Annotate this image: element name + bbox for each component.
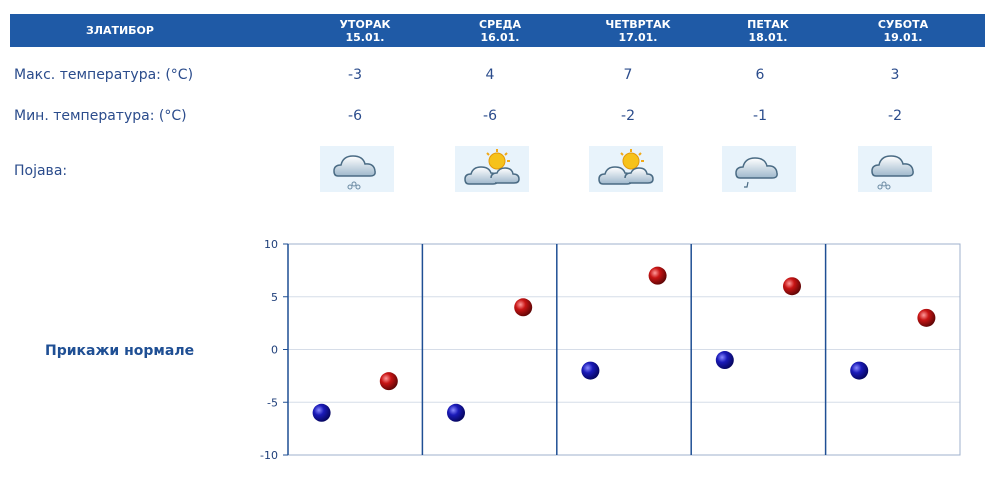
max-temp-value: 4 (485, 67, 495, 83)
day-name: УТОРАК (339, 17, 391, 31)
day-header-1: УТОРАК 15.01. (325, 14, 405, 47)
sun-behind-clouds-icon (455, 146, 529, 192)
min-temp-value: -2 (621, 108, 635, 124)
min-temp-point (715, 351, 734, 370)
max-temp-value: -3 (348, 67, 362, 83)
cloud-rain-icon (722, 146, 796, 192)
chart-grid (287, 243, 961, 456)
y-tick-label: 5 (271, 291, 278, 304)
min-temp-point (312, 403, 331, 422)
day-date: 17.01. (618, 30, 658, 44)
min-temp-point (850, 361, 869, 380)
show-normals-link[interactable]: Прикажи нормале (45, 343, 195, 359)
min-temp-value: -2 (888, 108, 902, 124)
max-temp-point (379, 372, 398, 391)
day-header-4: ПЕТАК 18.01. (728, 14, 808, 47)
day-date: 19.01. (883, 30, 923, 44)
min-temp-label: Мин. температура: (°C) (14, 108, 187, 124)
day-name: СРЕДА (479, 17, 521, 31)
max-temp-value: 7 (623, 67, 633, 83)
min-temp-value: -6 (348, 108, 362, 124)
max-temp-point (917, 308, 936, 327)
chart-points (312, 266, 936, 422)
max-temp-value: 6 (755, 67, 765, 83)
min-temp-value: -1 (753, 108, 767, 124)
cloud-snow-icon (858, 146, 932, 192)
day-header-5: СУБОТА 19.01. (863, 14, 943, 47)
forecast-header: ЗЛАТИБОР УТОРАК 15.01. СРЕДА 16.01. ЧЕТВ… (10, 14, 985, 47)
y-tick-label: -5 (267, 396, 278, 409)
day-date: 18.01. (748, 30, 788, 44)
max-temp-label: Макс. температура: (°C) (14, 67, 194, 83)
y-tick-label: -10 (260, 449, 278, 462)
max-temp-point (648, 266, 667, 285)
min-temp-point (581, 361, 600, 380)
min-temp-point (447, 403, 465, 422)
phenomenon-label: Појава: (14, 163, 68, 179)
day-date: 15.01. (345, 30, 385, 44)
day-header-3: ЧЕТВРТАК 17.01. (593, 14, 683, 47)
y-tick-label: 10 (264, 238, 278, 251)
location-name: ЗЛАТИБОР (86, 24, 154, 37)
day-name: СУБОТА (877, 17, 929, 31)
y-axis-ticks: 10 5 0 -5 -10 (260, 238, 288, 462)
y-tick-label: 0 (271, 344, 278, 357)
cloud-snow-icon (320, 146, 394, 192)
day-header-2: СРЕДА 16.01. (460, 14, 540, 47)
max-temp-point (783, 277, 801, 296)
day-name: ЧЕТВРТАК (605, 17, 671, 31)
sun-behind-clouds-icon (589, 146, 663, 192)
min-temp-value: -6 (483, 108, 497, 124)
day-name: ПЕТАК (747, 17, 789, 31)
max-temp-point (514, 298, 533, 317)
max-temp-value: 3 (890, 67, 900, 83)
day-date: 16.01. (480, 30, 520, 44)
